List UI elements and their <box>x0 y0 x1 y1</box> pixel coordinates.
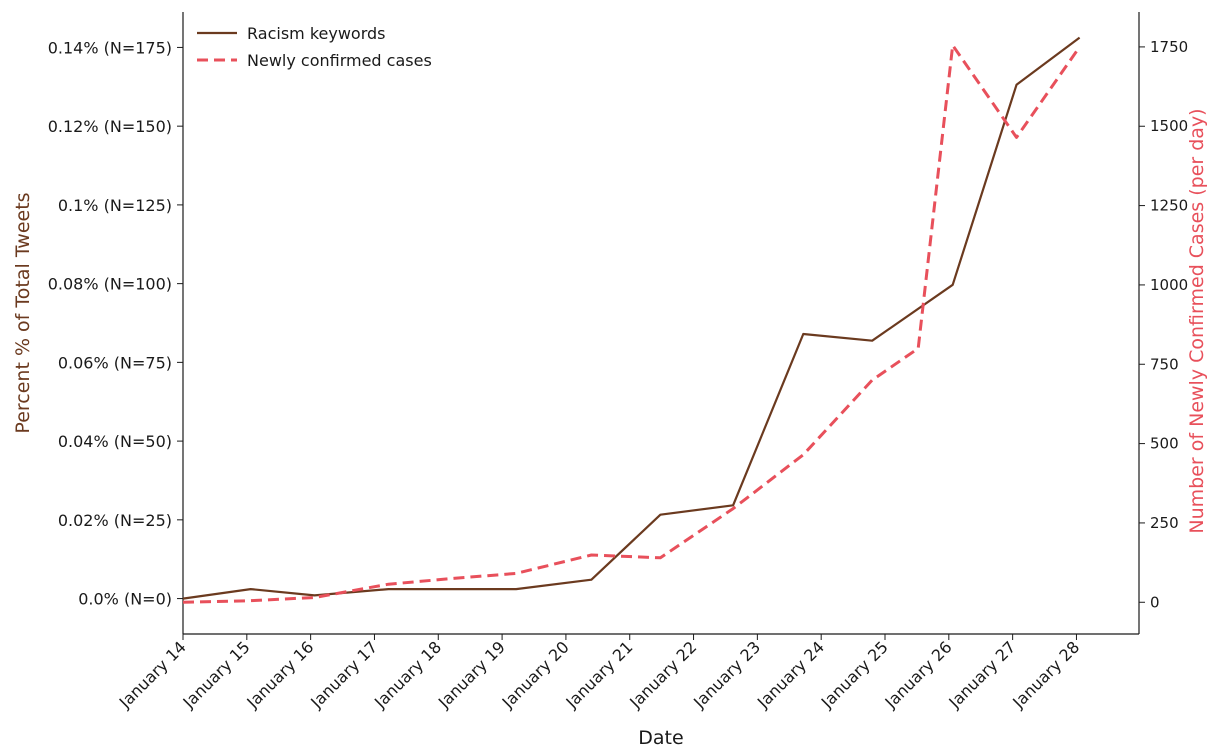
x-axis-label: Date <box>638 727 683 749</box>
left-axis-label: Percent % of Total Tweets <box>12 192 34 433</box>
right-tick-label: 500 <box>1150 435 1179 453</box>
legend: Racism keywords Newly confirmed cases <box>197 24 432 70</box>
left-tick-label: 0.04% (N=50) <box>58 432 172 451</box>
series-layer <box>182 36 1081 604</box>
x-tick-label: January 16 <box>242 637 317 712</box>
left-tick-label: 0.12% (N=150) <box>48 117 172 136</box>
x-tick-label: January 22 <box>625 637 700 712</box>
right-tick-label: 1750 <box>1150 38 1188 56</box>
right-tick-label: 750 <box>1150 355 1179 373</box>
left-tick-label: 0.02% (N=25) <box>58 511 172 530</box>
right-tick-label: 250 <box>1150 514 1179 532</box>
legend-label: Racism keywords <box>247 24 386 43</box>
left-tick-label: 0.06% (N=75) <box>58 353 172 372</box>
right-axis-label: Number of Newly Confirmed Cases (per day… <box>1186 108 1208 533</box>
x-tick-label: January 14 <box>115 637 190 712</box>
x-tick-label: January 15 <box>179 637 254 712</box>
x-tick-label: January 20 <box>498 637 573 712</box>
axes-frame <box>182 12 1140 635</box>
x-tick-label: January 23 <box>689 637 764 712</box>
x-tick-label: January 27 <box>944 637 1019 712</box>
right-tick-label: 0 <box>1150 593 1160 611</box>
right-axis-ticks: 0 250 500 750 1000 1250 1500 1750 <box>1139 38 1188 611</box>
x-tick-label: January 19 <box>434 637 509 712</box>
left-tick-label: 0.0% (N=0) <box>78 590 172 609</box>
series-line-newly-confirmed-cases <box>182 43 1081 604</box>
left-tick-label: 0.1% (N=125) <box>58 196 172 215</box>
right-tick-label: 1500 <box>1150 117 1188 135</box>
right-tick-label: 1250 <box>1150 197 1188 215</box>
x-tick-label: January 18 <box>370 637 445 712</box>
x-tick-label: January 28 <box>1008 637 1083 712</box>
legend-label: Newly confirmed cases <box>247 51 432 70</box>
left-axis-ticks: 0.0% (N=0) 0.02% (N=25) 0.04% (N=50) 0.06% … <box>48 38 183 609</box>
x-tick-label: January 17 <box>306 637 381 712</box>
right-tick-label: 1000 <box>1150 276 1188 294</box>
x-tick-label: January 24 <box>753 637 828 712</box>
left-tick-label: 0.14% (N=175) <box>48 38 172 57</box>
left-tick-label: 0.08% (N=100) <box>48 275 172 294</box>
x-tick-label: January 21 <box>562 637 637 712</box>
x-tick-label: January 26 <box>881 637 956 712</box>
x-tick-label: January 25 <box>817 637 892 712</box>
